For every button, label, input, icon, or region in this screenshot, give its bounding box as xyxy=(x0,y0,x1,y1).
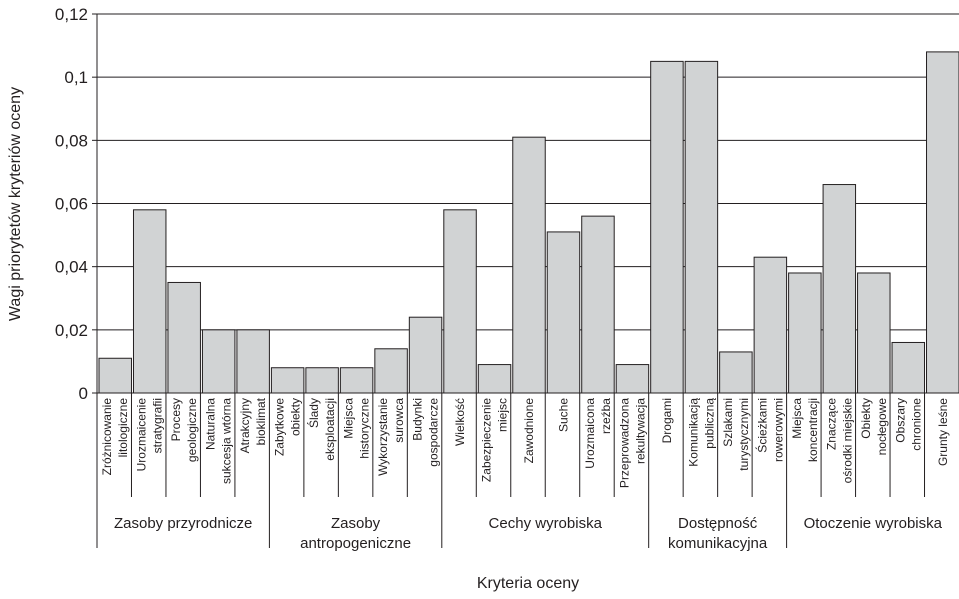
bar xyxy=(926,51,959,394)
x-axis-title: Kryteria oceny xyxy=(477,575,579,592)
category-label: Atrakcyjny xyxy=(238,398,252,453)
bar xyxy=(512,136,546,394)
category-label: Wielkość xyxy=(453,398,467,446)
group-label: Dostępność xyxy=(678,515,758,532)
bar xyxy=(684,60,719,394)
y-tick-label: 0,12 xyxy=(55,5,88,24)
category-label: miejsc xyxy=(496,398,510,432)
group-label: Otoczenie wyrobiska xyxy=(804,515,943,532)
category-label: geologiczne xyxy=(185,398,199,462)
category-label: Miejsca xyxy=(790,398,804,439)
bar xyxy=(132,209,167,394)
category-label: litologiczne xyxy=(116,398,130,458)
bar xyxy=(753,256,788,394)
category-label: Grunty leśne xyxy=(936,398,950,466)
bar xyxy=(98,357,132,394)
category-label: Zróżnicowanie xyxy=(100,398,114,476)
category-label: bioklimat xyxy=(254,397,268,445)
bar xyxy=(374,348,408,394)
bar xyxy=(546,231,581,394)
bar xyxy=(788,272,822,394)
bar xyxy=(201,329,236,394)
category-label: Komunikacją xyxy=(686,398,700,467)
y-tick-label: 0,04 xyxy=(55,258,88,277)
bar xyxy=(236,329,270,394)
category-label: rekultywacja xyxy=(633,398,647,464)
category-label: Ślady xyxy=(306,398,321,428)
bar xyxy=(719,351,753,394)
group-label: antropogeniczne xyxy=(300,535,411,552)
group-label: komunikacyjna xyxy=(668,535,768,552)
category-label: Wykorzystanie xyxy=(376,398,390,476)
category-label: Zabytkowe xyxy=(273,398,287,456)
bar xyxy=(339,367,374,394)
category-label: sukcesja wtórna xyxy=(220,398,234,484)
category-label: turystycznymi xyxy=(737,398,751,471)
category-label: chronione xyxy=(909,398,923,451)
category-label: Drogami xyxy=(660,398,674,443)
group-label: Zasoby xyxy=(331,515,381,532)
category-label: Szlakami xyxy=(721,398,735,447)
category-label: Naturalna xyxy=(204,398,218,450)
category-label: stratygrafii xyxy=(151,398,165,453)
bar xyxy=(167,281,201,394)
category-label: gospodarcze xyxy=(427,398,441,467)
category-label: Zawodnione xyxy=(522,398,536,464)
bar xyxy=(857,272,891,394)
category-label: Obiekty xyxy=(859,398,873,439)
y-tick-label: 0,06 xyxy=(55,195,88,214)
bar xyxy=(270,367,305,394)
bar xyxy=(477,364,512,394)
category-label: rowerowymi xyxy=(771,398,785,462)
bar xyxy=(650,60,684,394)
category-label: Budynki xyxy=(411,398,425,441)
y-axis-title: Wagi priorytetów kryteriów oceny xyxy=(7,87,24,321)
category-label: publiczną xyxy=(702,398,716,449)
bar xyxy=(305,367,339,394)
category-label: Znaczące xyxy=(824,398,838,450)
category-label: Urozmaicona xyxy=(583,398,597,469)
bar xyxy=(581,215,615,394)
category-label: historyczne xyxy=(358,398,372,459)
group-label: Cechy wyrobiska xyxy=(489,515,603,532)
group-label: Zasoby przyrodnicze xyxy=(114,515,252,532)
category-label: rzeźba xyxy=(599,398,613,434)
category-label: Suche xyxy=(556,398,570,432)
category-label: nocłegowe xyxy=(875,398,889,456)
category-label: Procesy xyxy=(169,398,183,441)
bar xyxy=(408,316,443,394)
category-label: obiekty xyxy=(289,398,303,436)
category-label: Zabezpieczenie xyxy=(480,398,494,482)
category-label: Urozmaicenie xyxy=(135,398,149,472)
category-label: koncentracji xyxy=(806,398,820,462)
y-tick-label: 0,02 xyxy=(55,321,88,340)
y-tick-label: 0,08 xyxy=(55,131,88,150)
category-label: eksploatacji xyxy=(323,398,337,461)
category-label: ośrodki miejskie xyxy=(840,398,854,484)
category-label: surowca xyxy=(392,398,406,443)
bar xyxy=(822,184,857,394)
bar xyxy=(891,341,926,394)
y-tick-label: 0,1 xyxy=(64,68,88,87)
category-label: Obszary xyxy=(893,398,907,443)
bar xyxy=(615,364,650,394)
bar xyxy=(443,209,477,394)
category-label: Miejsca xyxy=(342,398,356,439)
category-label: Ścieżkami xyxy=(754,398,769,453)
y-tick-label: 0 xyxy=(79,384,88,403)
category-label: Przeprowadzona xyxy=(617,398,631,488)
